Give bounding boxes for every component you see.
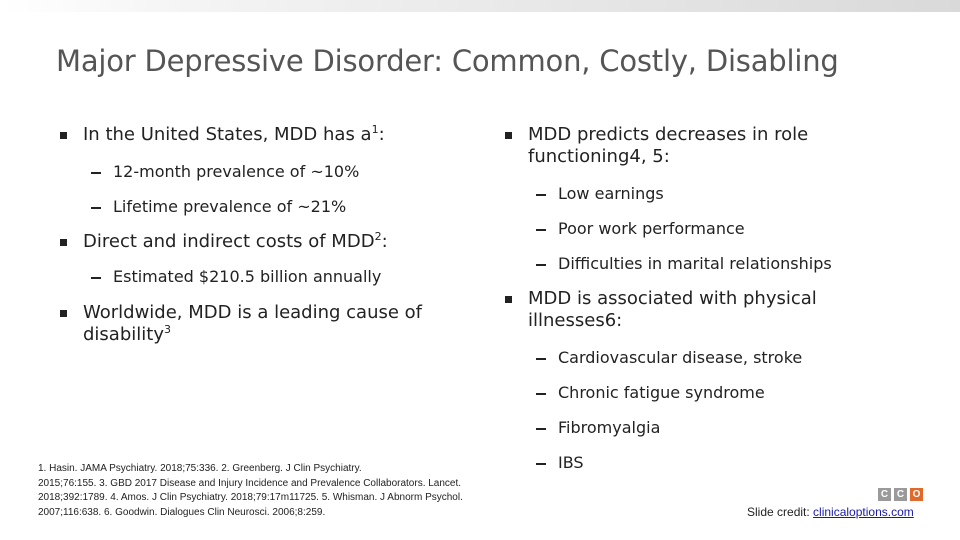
square-bullet-icon (60, 310, 67, 317)
sub-bullet: Difficulties in marital relationships (505, 254, 935, 274)
square-bullet-icon (60, 132, 67, 139)
dash-icon (536, 229, 546, 231)
citation-superscript: 3 (163, 323, 171, 336)
sub-bullet-text: Low earnings (558, 184, 664, 203)
sub-bullet: Chronic fatigue syndrome (505, 383, 935, 403)
bullet-text-line: MDD predicts decreases in role (528, 124, 809, 145)
sub-bullet: Cardiovascular disease, stroke (505, 348, 935, 368)
sub-bullet-text: Fibromyalgia (558, 418, 661, 437)
dash-icon (91, 172, 101, 174)
bullet-text: Worldwide, MDD is a leading cause of dis… (83, 302, 423, 345)
left-column: In the United States, MDD has a1: 12-mon… (60, 120, 460, 346)
reference-line: 2015;76:155. 3. GBD 2017 Disease and Inj… (38, 477, 462, 489)
sub-bullet: Poor work performance (505, 219, 935, 239)
bullet-text-line: illnesses6: (528, 310, 623, 331)
bullet-tail: : (378, 124, 385, 145)
dash-icon (91, 277, 101, 279)
dash-icon (536, 463, 546, 465)
dash-icon (536, 428, 546, 430)
square-bullet-icon (60, 239, 67, 246)
dash-icon (91, 207, 101, 209)
sub-bullet: Low earnings (505, 184, 935, 204)
credit-label: Slide credit: (747, 505, 810, 519)
logo-letter: C (878, 488, 891, 501)
sub-bullet-text: Estimated $210.5 billion annually (113, 267, 382, 286)
reference-line: 1. Hasin. JAMA Psychiatry. 2018;75:336. … (38, 463, 362, 474)
logo-letter: O (910, 488, 923, 501)
references: 1. Hasin. JAMA Psychiatry. 2018;75:336. … (38, 462, 518, 520)
slide-credit: Slide credit: clinicaloptions.com (747, 505, 914, 519)
sub-bullet: Estimated $210.5 billion annually (60, 267, 460, 287)
reference-line: 2007;116:638. 6. Goodwin. Dialogues Clin… (38, 506, 326, 518)
citation-superscript: 2 (374, 230, 382, 243)
dash-icon (536, 358, 546, 360)
reference-line: 2018;392:1789. 4. Amos. J Clin Psychiatr… (38, 492, 463, 503)
sub-bullet-text: Chronic fatigue syndrome (558, 383, 765, 402)
square-bullet-icon (505, 132, 512, 139)
sub-bullet-text: 12-month prevalence of ~10% (113, 162, 360, 181)
citation-superscript: 1 (371, 123, 379, 136)
sub-bullet: Fibromyalgia (505, 418, 935, 438)
logo-letter: C (894, 488, 907, 501)
bullet-role-functioning: MDD predicts decreases in role functioni… (505, 124, 935, 168)
bullet-text: Direct and indirect costs of MDD (83, 231, 375, 252)
dash-icon (536, 194, 546, 196)
bullet-costs: Direct and indirect costs of MDD2: (60, 231, 460, 253)
slide-title: Major Depressive Disorder: Common, Costl… (56, 44, 839, 78)
bullet-text-line: functioning4, 5: (528, 146, 670, 167)
bullet-us-prevalence: In the United States, MDD has a1: (60, 124, 460, 146)
top-gradient-bar (0, 0, 960, 12)
bullet-physical-illnesses: MDD is associated with physical illnesse… (505, 288, 935, 332)
dash-icon (536, 393, 546, 395)
bullet-tail: : (381, 231, 388, 252)
sub-bullet: Lifetime prevalence of ~21% (60, 197, 460, 217)
square-bullet-icon (505, 296, 512, 303)
cco-logo: C C O (878, 488, 923, 501)
sub-bullet-text: IBS (558, 453, 584, 472)
sub-bullet: IBS (505, 453, 935, 473)
credit-link[interactable]: clinicaloptions.com (813, 505, 914, 519)
bullet-worldwide: Worldwide, MDD is a leading cause of dis… (60, 302, 430, 346)
sub-bullet-text: Poor work performance (558, 219, 745, 238)
dash-icon (536, 264, 546, 266)
sub-bullet-text: Cardiovascular disease, stroke (558, 348, 803, 367)
sub-bullet: 12-month prevalence of ~10% (60, 162, 460, 182)
sub-bullet-text: Difficulties in marital relationships (558, 254, 832, 273)
right-column: MDD predicts decreases in role functioni… (505, 120, 935, 473)
sub-bullet-text: Lifetime prevalence of ~21% (113, 197, 347, 216)
bullet-text-line: MDD is associated with physical (528, 288, 817, 309)
bullet-text: In the United States, MDD has a (83, 124, 372, 145)
